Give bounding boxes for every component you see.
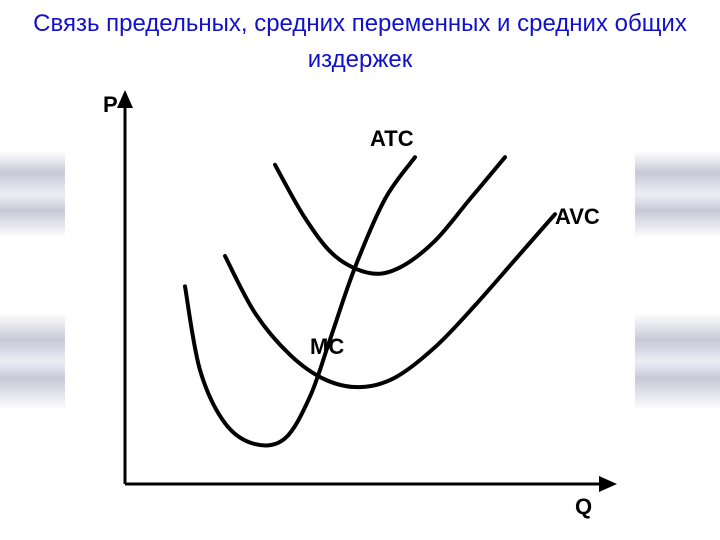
avc-label: AVC <box>555 204 600 229</box>
curves-group <box>185 157 555 445</box>
atc-curve <box>275 157 505 274</box>
page-title: Связь предельных, средних переменных и с… <box>0 6 720 78</box>
atc-label: ATC <box>370 126 414 151</box>
x-axis-arrow-icon <box>599 476 617 492</box>
mc-curve <box>185 157 415 445</box>
avc-curve <box>225 214 555 387</box>
cost-curves-chart: P Q ATC AVC MC <box>65 84 635 524</box>
y-axis-arrow-icon <box>117 90 133 108</box>
mc-label: MC <box>310 334 344 359</box>
slide: Связь предельных, средних переменных и с… <box>0 0 720 540</box>
axes <box>117 90 617 492</box>
chart-svg: P Q ATC AVC MC <box>65 84 635 524</box>
y-axis-label: P <box>103 92 118 117</box>
x-axis-label: Q <box>575 494 592 519</box>
